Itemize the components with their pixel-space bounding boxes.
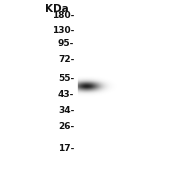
FancyBboxPatch shape bbox=[78, 2, 175, 167]
Text: 180-: 180- bbox=[52, 11, 74, 20]
Text: 26-: 26- bbox=[58, 122, 74, 131]
Text: 55-: 55- bbox=[58, 74, 74, 83]
Text: 95-: 95- bbox=[58, 39, 74, 49]
Text: 43-: 43- bbox=[58, 90, 74, 99]
Text: 17-: 17- bbox=[58, 144, 74, 153]
Text: 72-: 72- bbox=[58, 55, 74, 65]
Text: 34-: 34- bbox=[58, 106, 74, 115]
Text: KDa: KDa bbox=[45, 4, 69, 14]
Text: 130-: 130- bbox=[52, 26, 74, 35]
